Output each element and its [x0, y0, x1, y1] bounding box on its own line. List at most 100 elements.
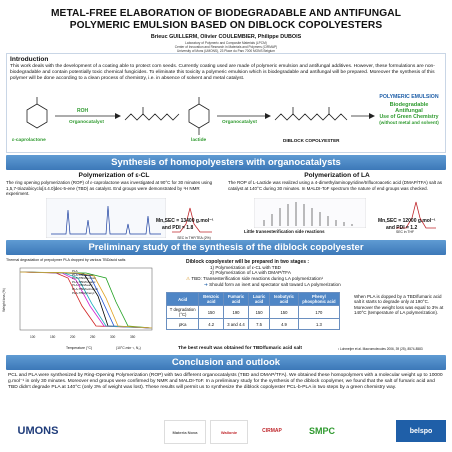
introduction-heading: Introduction — [10, 56, 49, 63]
pla-maldi-spectrum — [254, 198, 366, 228]
acid-table-row: T degradation (°C) 150 190 150 150 170 — [165, 305, 341, 319]
acid-table-header-cell: Acid — [165, 292, 200, 306]
cirmap-logo-text: CIRMAP — [262, 428, 282, 434]
warning-icon: ⚠ — [186, 276, 191, 281]
affiliation-line: Center of Innovation and Research in Mat… — [174, 45, 278, 49]
wallonie-logo: Wallonie — [210, 420, 248, 444]
acid-table: Acid Benzoic acid Fumaric acid Lauric ac… — [165, 292, 341, 330]
acid-table-cell: 190 — [223, 305, 249, 319]
pla-pdi: and PDI = 1.2 — [386, 225, 418, 231]
tga-legend-item: PLA-TBD/acetic — [72, 272, 94, 277]
pla-panel: Polymerization of LA The ROP of L-Lactid… — [228, 172, 446, 238]
pcl-heading: Polymerization of ε-CL — [78, 172, 150, 179]
tga-legend-item: PLA-TBD/benzoic — [72, 276, 96, 281]
acid-table-row: pKa 4.2 3 and 4.4 7.5 4.9 1.3 — [165, 318, 341, 330]
affiliation-line: Laboratory of Polymeric and Composite Ma… — [185, 41, 267, 45]
step-item: 2) Polymerization of LA with DMAP/TFA — [210, 270, 291, 275]
conclusion-banner: Conclusion and outlook — [6, 355, 446, 370]
wallonie-logo-text: Wallonie — [220, 429, 238, 435]
scheme-label-reagent: ROH — [77, 108, 89, 114]
umons-logo: UMONS — [8, 420, 68, 442]
affiliation-line: University of Mons (UMONS), 23 Place du … — [177, 49, 275, 53]
belspo-logo: belspo — [396, 420, 446, 442]
tga-legend-item: PLA-TBD/lauric — [72, 283, 93, 288]
scheme-label-caprolactone: ε-caprolactone — [12, 138, 46, 143]
tga-xlabel: Temperature (°C) — [66, 346, 93, 350]
acid-table-cell: 1.3 — [297, 318, 341, 330]
tga-plot-panel: Thermal degradation of prepolymer PLA dr… — [2, 258, 166, 358]
affiliations: Laboratory of Polymeric and Composite Ma… — [0, 41, 452, 53]
scheme-label-product: DIBLOCK COPOLYESTER — [283, 138, 340, 143]
step-item: 1) Polymerization of ε-CL with TBD — [210, 265, 281, 270]
acid-table-header-cell: Lauric acid — [247, 292, 271, 306]
pla-sec-trace — [396, 201, 436, 229]
reference: ¹ Lohmeijer et al. Macromolecules 2006, … — [338, 347, 423, 351]
smpc-logo-text: SMPC — [308, 426, 335, 436]
acid-table-header-cell: Benzoic acid — [198, 292, 225, 306]
pcl-sec-trace — [172, 207, 212, 233]
arrow-note: Should form an inert and spectator salt … — [209, 282, 341, 287]
pla-heading: Polymerization of LA — [304, 172, 370, 179]
conclusion-text: PCL and PLA were synthesized by Ring-Ope… — [8, 373, 443, 390]
warning-line: ⚠ TBD: Transesterification side reaction… — [186, 276, 444, 282]
acid-table-cell: 150 — [198, 305, 225, 319]
fumaric-note: When PLA is dopped by a TBD/fumaric acid… — [354, 294, 444, 316]
homopolyesters-banner: Synthesis of homopolyesters with organoc… — [6, 155, 446, 170]
authors: Brieuc GUILLERM, Olivier COULEMBIER, Phi… — [150, 34, 302, 40]
pcl-text: The ring opening polymerization (ROP) of… — [6, 180, 213, 197]
pcl-mn: Mn,SEC = 13400 g.mol⁻¹ — [156, 218, 214, 224]
pla-sec-label: SEC in THF — [396, 230, 415, 234]
poster-title: METAL-FREE ELABORATION OF BIODEGRADABLE … — [50, 8, 402, 31]
emulsion-property: Use of Green Chemistry — [379, 114, 439, 120]
pcl-pdi: and PDI = 1.8 — [162, 225, 194, 231]
acid-table-cell: 170 — [297, 305, 341, 319]
belspo-logo-text: belspo — [409, 427, 433, 435]
introduction-panel: Introduction This work deals with the de… — [6, 53, 446, 153]
acid-table-cell: 150 — [269, 305, 299, 319]
pla-maldi-label: Little transesterification side reaction… — [244, 229, 325, 234]
tga-note: (10°C.min⁻¹, N₂) — [116, 346, 141, 350]
introduction-text: This work deals with the development of … — [10, 64, 435, 81]
acid-table-cell: 4.9 — [269, 318, 299, 330]
emulsion-title: POLYMERIC EMULSION — [379, 94, 439, 100]
svg-text:350: 350 — [130, 335, 136, 339]
arrow-note-line: ➔ Should form an inert and spectator sal… — [186, 282, 444, 288]
smpc-logo: SMPC — [300, 420, 344, 442]
tga-legend-item: PLA-TBD/phenyl — [72, 290, 95, 295]
materia-nova-logo-text: Materia Nova — [172, 429, 198, 435]
logo-footer — [0, 410, 452, 452]
tga-legend: PLA PLA-TBD/acetic PLA-TBD/benzoic PLA-T… — [72, 269, 98, 295]
scheme-label-catalyst1: Organocatalyst — [69, 120, 104, 125]
pla-mn: Mn,SEC = 12000 g.mol⁻¹ — [378, 218, 436, 224]
tga-ylabel: Weight loss (%) — [1, 288, 6, 312]
acid-table-header-cell: Fumaric acid — [223, 292, 249, 306]
pla-text: The ROP of L-Lactide was realized using … — [228, 180, 443, 191]
pcl-sec-label: SEC in THF/TEA (2%) — [177, 236, 211, 240]
svg-text:300: 300 — [110, 335, 116, 339]
umons-logo-text: UMONS — [17, 425, 59, 437]
acid-table-cell: 3 and 4.4 — [223, 318, 249, 330]
svg-text:200: 200 — [70, 335, 76, 339]
reaction-scheme — [26, 97, 375, 135]
pcl-nmr-spectrum — [46, 198, 166, 238]
copolyester-steps: Diblock copolyester will be prepared in … — [186, 259, 444, 288]
materia-nova-logo: Materia Nova — [164, 420, 206, 444]
emulsion-property: Antifungal — [395, 108, 423, 114]
svg-text:100: 100 — [30, 335, 36, 339]
emulsion-target: POLYMERIC EMULSION Biodegradable Antifun… — [375, 94, 443, 125]
acid-table-header-cell: Isobutyric acid — [269, 292, 299, 306]
acid-table-header-cell: Phenyl phosphonic acid — [297, 292, 341, 306]
warning-text: TBD: Transesterification side reactions … — [191, 276, 324, 281]
acid-table-header: Acid Benzoic acid Fumaric acid Lauric ac… — [165, 292, 341, 306]
acid-table-cell: pKa — [165, 318, 200, 330]
tga-legend-item: PLA-TBD/fumaric — [72, 279, 96, 284]
emulsion-property: Biodegradable — [389, 102, 429, 108]
svg-text:250: 250 — [90, 335, 96, 339]
arrow-right-icon: ➔ — [204, 282, 208, 287]
tga-legend-item: PLA — [72, 269, 78, 273]
svg-text:150: 150 — [50, 335, 56, 339]
tga-plot: 100 150 200 250 300 350 — [19, 267, 153, 339]
copolyester-banner: Preliminary study of the synthesis of th… — [6, 240, 446, 255]
acid-table-cell: 150 — [247, 305, 271, 319]
best-result: The best result was obtained for TBD/fum… — [178, 346, 302, 351]
